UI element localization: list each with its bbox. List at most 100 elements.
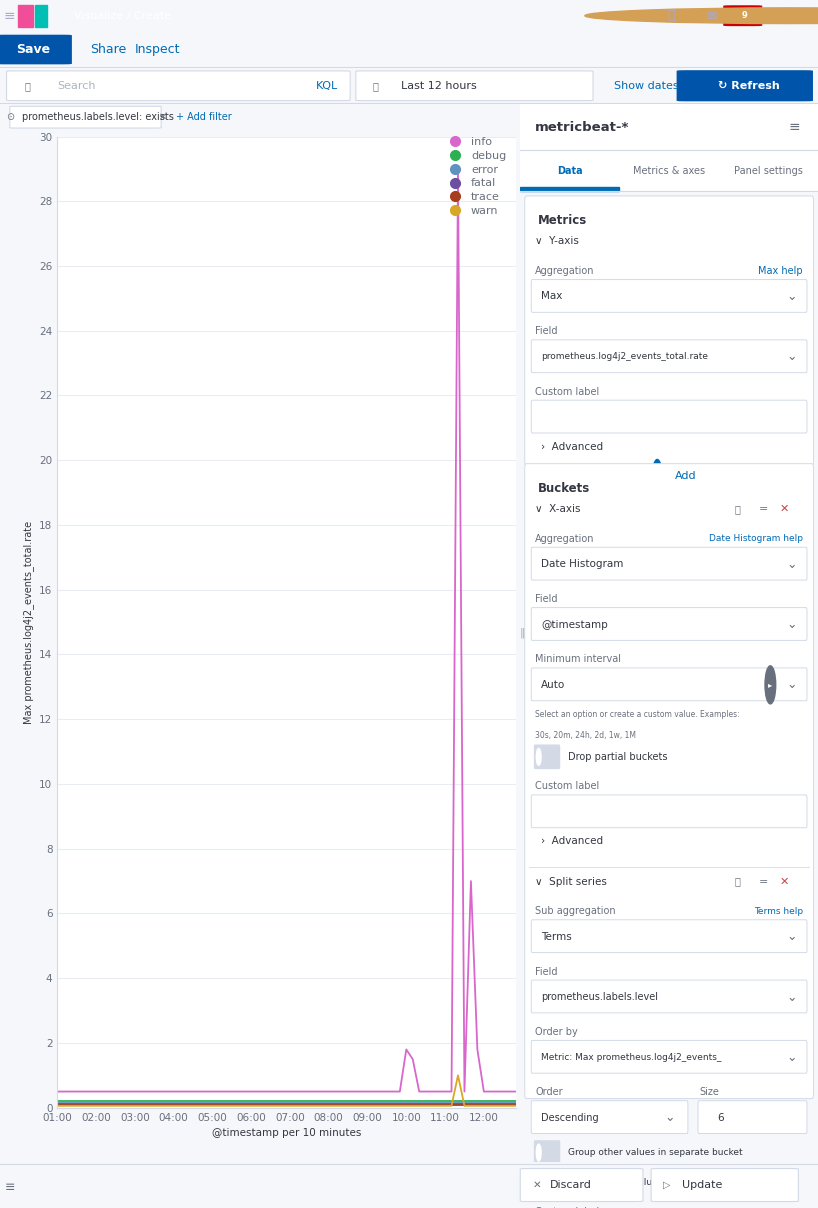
Text: Group other values in separate bucket: Group other values in separate bucket	[568, 1148, 743, 1157]
Text: Max: Max	[541, 291, 563, 302]
FancyBboxPatch shape	[531, 1040, 807, 1073]
Text: Panel settings: Panel settings	[734, 165, 802, 175]
Text: Custom label: Custom label	[535, 387, 600, 396]
Text: ›  Advanced: › Advanced	[541, 836, 603, 847]
Text: Add: Add	[675, 471, 697, 481]
Text: ✕: ✕	[533, 1180, 542, 1190]
Text: Order: Order	[535, 1087, 563, 1097]
Text: ⌄: ⌄	[787, 618, 798, 631]
Text: Order by: Order by	[535, 1027, 578, 1036]
Text: ✉: ✉	[707, 10, 717, 22]
Text: Update: Update	[682, 1180, 722, 1190]
FancyBboxPatch shape	[520, 1168, 643, 1202]
Text: + Add filter: + Add filter	[176, 112, 231, 122]
Text: ▸: ▸	[768, 680, 772, 690]
FancyBboxPatch shape	[531, 400, 807, 432]
Text: =: =	[758, 877, 768, 887]
Text: 6: 6	[717, 1113, 723, 1122]
Text: Metric: Max prometheus.log4j2_events_: Metric: Max prometheus.log4j2_events_	[541, 1053, 721, 1062]
FancyBboxPatch shape	[356, 71, 593, 100]
Text: Date Histogram: Date Histogram	[541, 559, 623, 569]
Text: Terms: Terms	[541, 931, 572, 942]
FancyBboxPatch shape	[531, 279, 807, 313]
Text: Field: Field	[535, 966, 558, 976]
FancyBboxPatch shape	[531, 547, 807, 580]
Text: Custom label: Custom label	[535, 782, 600, 791]
Text: 👁: 👁	[735, 877, 740, 887]
Y-axis label: Max prometheus.log4j2_events_total.rate: Max prometheus.log4j2_events_total.rate	[23, 521, 34, 724]
Text: ≡: ≡	[789, 120, 800, 134]
Text: Visualize / Create: Visualize / Create	[74, 11, 171, 21]
Text: ⌄: ⌄	[787, 679, 798, 691]
Text: Sub aggregation: Sub aggregation	[535, 906, 616, 917]
Text: ⌄: ⌄	[787, 290, 798, 303]
Text: Inspect: Inspect	[135, 43, 181, 56]
FancyBboxPatch shape	[531, 795, 807, 827]
Circle shape	[653, 459, 662, 493]
Circle shape	[537, 748, 541, 766]
Text: ⌚: ⌚	[667, 10, 675, 22]
FancyBboxPatch shape	[531, 608, 807, 640]
Text: +: +	[653, 471, 662, 481]
Text: metricbeat-*: metricbeat-*	[535, 121, 630, 134]
Text: ∨  Split series: ∨ Split series	[535, 877, 607, 887]
Text: Aggregation: Aggregation	[535, 266, 595, 277]
Circle shape	[537, 1144, 541, 1161]
Text: Show dates: Show dates	[614, 81, 678, 91]
FancyBboxPatch shape	[10, 106, 161, 128]
Text: ↻ Refresh: ↻ Refresh	[717, 81, 780, 91]
Text: Buckets: Buckets	[538, 482, 591, 494]
Bar	[18, 5, 33, 27]
Bar	[520, 151, 818, 191]
Text: Metrics & axes: Metrics & axes	[633, 165, 705, 175]
Text: 🔍: 🔍	[25, 81, 30, 91]
Text: prometheus.labels.level: exists: prometheus.labels.level: exists	[22, 112, 174, 122]
Text: ✕: ✕	[780, 877, 789, 887]
Text: Last 12 hours: Last 12 hours	[401, 81, 477, 91]
FancyBboxPatch shape	[524, 464, 814, 1098]
Text: Minimum interval: Minimum interval	[535, 655, 621, 664]
Text: Descending: Descending	[541, 1113, 599, 1122]
Text: ›  Advanced: › Advanced	[541, 442, 603, 452]
Text: prometheus.labels.level: prometheus.labels.level	[541, 992, 658, 1001]
Text: Terms help: Terms help	[754, 907, 803, 916]
Text: ✕: ✕	[159, 112, 167, 122]
Text: Show missing values: Show missing values	[568, 1178, 663, 1186]
FancyBboxPatch shape	[534, 1140, 560, 1165]
Text: @timestamp: @timestamp	[541, 620, 608, 629]
Text: Data: Data	[557, 165, 582, 175]
Text: Share: Share	[90, 43, 126, 56]
FancyBboxPatch shape	[524, 196, 814, 466]
Text: Auto: Auto	[541, 680, 565, 690]
Text: Search: Search	[57, 81, 96, 91]
FancyBboxPatch shape	[534, 745, 560, 768]
Text: ∨  Y-axis: ∨ Y-axis	[535, 237, 579, 246]
Bar	[35, 5, 47, 27]
Text: Max help: Max help	[758, 266, 803, 277]
Text: prometheus.log4j2_events_total.rate: prometheus.log4j2_events_total.rate	[541, 353, 708, 361]
FancyBboxPatch shape	[531, 668, 807, 701]
Text: ⌄: ⌄	[664, 1111, 675, 1125]
Text: ≡: ≡	[4, 8, 16, 23]
Circle shape	[585, 8, 818, 24]
Text: Select an option or create a custom value. Examples:: Select an option or create a custom valu…	[535, 710, 739, 719]
FancyBboxPatch shape	[531, 1100, 688, 1133]
Text: 9: 9	[741, 11, 748, 21]
Text: Metrics: Metrics	[538, 214, 587, 227]
Text: ⌄: ⌄	[787, 930, 798, 943]
Text: ✕: ✕	[780, 504, 789, 515]
Text: KQL: KQL	[316, 81, 339, 91]
Text: Discard: Discard	[550, 1180, 591, 1190]
Text: ⌄: ⌄	[787, 991, 798, 1004]
FancyBboxPatch shape	[7, 71, 350, 100]
Legend: info, debug, error, fatal, trace, warn: info, debug, error, fatal, trace, warn	[440, 133, 510, 221]
Text: ▷: ▷	[663, 1180, 671, 1190]
FancyBboxPatch shape	[534, 1171, 560, 1194]
Text: 👁: 👁	[735, 504, 740, 515]
FancyBboxPatch shape	[677, 71, 812, 100]
Circle shape	[765, 666, 775, 704]
Text: ≡: ≡	[5, 1181, 15, 1194]
Text: Drop partial buckets: Drop partial buckets	[568, 751, 667, 762]
Bar	[520, 104, 818, 151]
Text: Save: Save	[16, 43, 51, 56]
